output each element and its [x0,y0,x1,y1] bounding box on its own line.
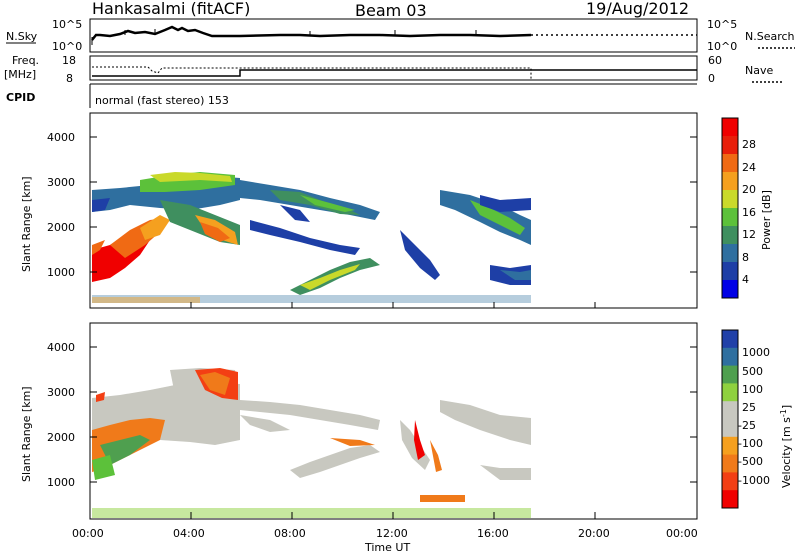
xtick-1600: 16:00 [477,527,509,540]
xtick-0400: 04:00 [173,527,205,540]
power-colorbar-cell-9 [722,280,738,299]
velocity-colorbar-cell-1 [722,347,738,367]
power-cbtick-4: 4 [742,273,749,286]
cpid-label: CPID [6,91,35,104]
nsearch-tick-high: 10^5 [707,18,737,31]
velocity-heatmap [92,368,531,518]
date-title: 19/Aug/2012 [586,0,689,18]
velocity-colorbar-cell-2 [722,365,738,384]
xtick-2000: 20:00 [578,527,610,540]
velocity-ytick-4000: 4000 [47,341,75,354]
power-colorbar-cell-2 [722,154,738,173]
power-cbtick-12: 12 [742,228,756,241]
velocity-ytick-3000: 3000 [47,386,75,399]
power-cbtick-8: 8 [742,251,749,264]
svg-text:Velocity [m s-1]: Velocity [m s-1] [779,405,793,488]
nsky-tick-high: 10^5 [52,18,82,31]
x-axis-title: Time UT [364,541,410,554]
velocity-x-ticks [190,512,596,519]
power-cbtick-16: 16 [742,206,756,219]
velocity-y-ticks: 4000 3000 2000 1000 [47,341,697,489]
freq-tick-low: 8 [66,72,73,85]
xtick-0000: 00:00 [72,527,104,540]
freq-series-line [92,69,697,77]
xtick-1200: 12:00 [376,527,408,540]
velocity-colorbar: 1000 500 100 25 -25 -100 -500 -1000 Velo… [721,329,793,509]
freq-label: Freq. [12,54,39,67]
velocity-colorbar-cell-5 [722,419,738,438]
velocity-cbtick-neg100: -100 [738,437,763,450]
velocity-cbtick-neg1000: -1000 [738,474,770,487]
nsky-series-line [91,25,532,41]
power-colorbar-cell-3 [722,172,738,191]
nave-series-line [92,66,697,81]
power-colorbar-cell-4 [722,190,738,209]
velocity-colorbar-cell-4 [722,401,738,420]
beam-title: Beam 03 [355,1,427,20]
velocity-cbtick-neg25: -25 [738,419,756,432]
power-ytick-1000: 1000 [47,266,75,279]
velocity-colorbar-cell-3 [722,383,738,402]
xtick-2400: 00:00 [666,527,698,540]
power-colorbar-cell-5 [722,208,738,227]
velocity-colorbar-cell-6 [722,436,738,456]
power-ytick-3000: 3000 [47,176,75,189]
power-colorbar-label: Power [dB] [760,190,773,250]
velocity-cbtick-1000: 1000 [742,346,770,359]
nsearch-label: N.Search [745,30,795,43]
velocity-cbtick-500: 500 [742,365,763,378]
power-colorbar: 28 24 20 16 12 8 4 Power [dB] [721,117,773,299]
power-ytick-4000: 4000 [47,131,75,144]
power-panel: 4000 3000 2000 1000 Slant Range [km] [20,112,698,309]
velocity-y-label: Slant Range [km] [20,386,33,482]
station-title: Hankasalmi (fitACF) [92,0,250,18]
velocity-colorbar-cell-9 [722,490,738,509]
cpid-text: normal (fast stereo) 153 [95,94,229,107]
frequency-panel: Freq. [MHz] 18 8 60 0 Nave [4,54,782,85]
power-colorbar-cell-6 [722,226,738,245]
xtick-0800: 08:00 [274,527,306,540]
power-ytick-2000: 2000 [47,221,75,234]
power-heatmap [92,172,531,303]
power-colorbar-cell-7 [722,244,738,263]
velocity-panel: 4000 3000 2000 1000 Slant Range [km] 00:… [20,322,698,554]
power-cbtick-28: 28 [742,138,756,151]
power-x-ticks [190,302,596,308]
nsearch-tick-low: 10^0 [707,40,737,53]
power-colorbar-cell-8 [722,262,738,281]
velocity-colorbar-cell-0 [722,330,738,349]
power-colorbar-cell-0 [722,118,738,137]
velocity-ytick-2000: 2000 [47,431,75,444]
cpid-panel: CPID normal (fast stereo) 153 [6,83,697,108]
noise-panel: N.Sky 10^5 10^0 10^5 10^0 N.Search [6,18,795,53]
nave-tick-high: 60 [708,54,722,67]
power-y-label: Slant Range [km] [20,176,33,272]
power-cbtick-24: 24 [742,161,756,174]
power-colorbar-cell-1 [722,136,738,155]
nsky-tick-low: 10^0 [52,40,82,53]
velocity-cbtick-25: 25 [742,401,756,414]
nave-label: Nave [745,64,773,77]
velocity-colorbar-cell-7 [722,454,738,473]
nsky-label: N.Sky [6,30,38,43]
velocity-cbtick-neg500: -500 [738,455,763,468]
freq-unit: [MHz] [4,68,36,81]
velocity-colorbar-label: Velocity [m s-1] [779,405,793,488]
nave-tick-low: 0 [708,72,715,85]
velocity-cbtick-100: 100 [742,383,763,396]
velocity-ytick-1000: 1000 [47,476,75,489]
power-cbtick-20: 20 [742,183,756,196]
velocity-colorbar-cell-8 [722,472,738,491]
power-y-ticks: 4000 3000 2000 1000 [47,131,697,279]
freq-tick-high: 18 [62,54,76,67]
